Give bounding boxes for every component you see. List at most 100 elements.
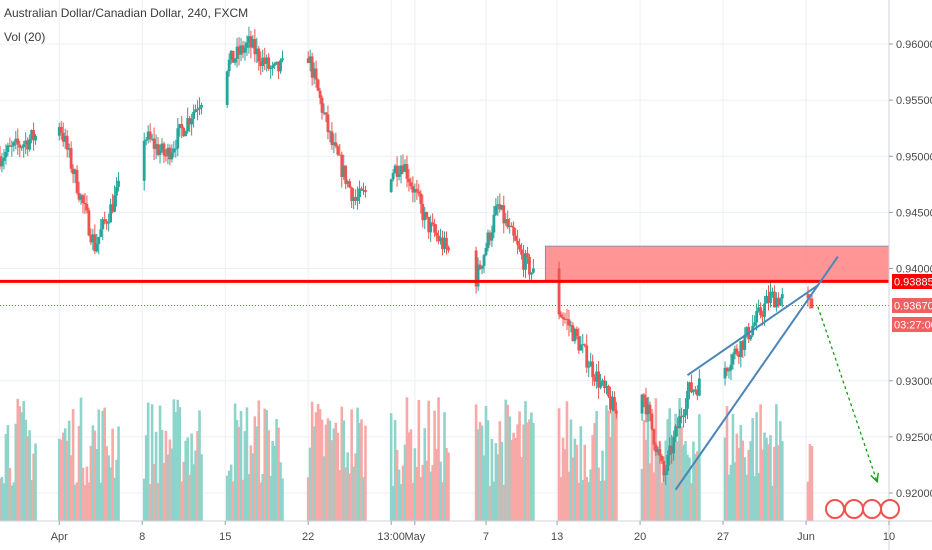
volume-bar — [678, 398, 681, 521]
volume-bar — [674, 413, 677, 521]
volume-bar — [650, 409, 654, 521]
candle-body — [437, 235, 440, 242]
candle — [227, 53, 231, 77]
volume-bar — [585, 476, 589, 521]
candle-body — [190, 118, 194, 125]
candle — [684, 398, 687, 423]
candle-body — [739, 341, 743, 358]
volume-bar — [476, 429, 480, 521]
candle — [690, 374, 693, 394]
candle — [178, 123, 182, 137]
volume-bar — [22, 400, 26, 521]
candle — [182, 126, 186, 138]
candle-body — [476, 264, 480, 287]
candle-body — [59, 126, 63, 133]
candle-body — [567, 319, 571, 326]
volume-bar — [200, 454, 203, 521]
chart-tool-icons[interactable] — [825, 499, 900, 519]
time-tick-label: 7 — [483, 531, 489, 543]
candle — [245, 35, 249, 57]
candle — [22, 140, 26, 158]
volume-bar — [259, 482, 263, 521]
candle-body — [561, 317, 565, 319]
volume-bar — [810, 446, 814, 521]
candle-body — [518, 244, 521, 250]
candle-body — [148, 131, 152, 139]
candle — [593, 374, 597, 387]
candle-body — [146, 131, 150, 140]
candle-body — [510, 225, 514, 228]
candle — [729, 353, 733, 381]
candle — [680, 407, 683, 424]
candle-body — [778, 298, 782, 306]
candle-body — [160, 143, 164, 151]
candle — [312, 62, 316, 85]
candle — [664, 464, 668, 486]
candle-body — [423, 212, 427, 221]
candle-body — [269, 67, 273, 69]
candle — [611, 390, 614, 412]
candle-body — [156, 144, 160, 155]
volume-bar — [611, 401, 614, 521]
volume-bar — [334, 422, 338, 521]
candle — [273, 62, 277, 70]
candle — [733, 345, 737, 360]
candle — [4, 144, 8, 165]
candle-body — [186, 118, 190, 132]
candle — [318, 88, 322, 105]
volume-bar — [249, 445, 253, 521]
candle — [441, 230, 444, 256]
candle-body — [263, 57, 267, 64]
time-axis[interactable]: Apr 8 15 22 13:00 May 7 13 20 27 Jun 10 — [51, 521, 895, 543]
volume-bar — [419, 477, 423, 521]
candle-body — [810, 298, 814, 309]
candle-body — [727, 370, 731, 372]
candle-body — [281, 58, 284, 61]
candle-body — [340, 154, 344, 177]
volume-bar — [344, 467, 348, 521]
volume-legend: Vol (20) — [4, 30, 46, 44]
candle-body — [324, 112, 328, 115]
wedge-upper-trendline[interactable] — [686, 284, 819, 376]
volume-bar — [656, 448, 660, 521]
candle-body — [310, 56, 314, 78]
wedge-lower-trendline[interactable] — [674, 256, 839, 491]
projection-arrow[interactable] — [817, 306, 879, 484]
volume-bar — [474, 404, 478, 521]
candle — [229, 50, 233, 65]
candle — [810, 294, 814, 309]
candle — [360, 186, 363, 191]
candle-body — [354, 197, 357, 201]
candle — [156, 136, 160, 157]
price-axis[interactable]: 0.96000 0.95500 0.95000 0.94500 0.94000 0.930… — [889, 39, 932, 500]
candle — [391, 169, 395, 182]
candle — [516, 229, 519, 255]
candle-body — [652, 429, 656, 445]
volume-bar — [729, 464, 733, 521]
volume-bar — [417, 399, 421, 521]
volume-bar — [267, 430, 270, 521]
candle-body — [526, 253, 529, 257]
candle — [614, 401, 618, 419]
candle — [196, 100, 199, 121]
volume-bar — [490, 439, 494, 521]
candle-body — [237, 46, 241, 55]
volume-bar — [156, 482, 160, 521]
candlesticks — [0, 26, 814, 486]
candle-body — [97, 236, 101, 244]
candle-body — [599, 382, 602, 388]
volume-bar — [89, 445, 93, 521]
candle — [190, 113, 194, 136]
candle-body — [101, 219, 105, 230]
volume-bar — [312, 426, 316, 521]
resistance-zone[interactable] — [544, 245, 890, 283]
volume-bar — [99, 482, 103, 521]
candle-body — [415, 189, 419, 192]
candle-body — [431, 222, 435, 224]
candle-body — [344, 165, 348, 184]
candle-body — [255, 48, 259, 55]
volume-bar — [524, 401, 527, 521]
candle-body — [528, 256, 531, 275]
volume-bar — [680, 426, 683, 521]
